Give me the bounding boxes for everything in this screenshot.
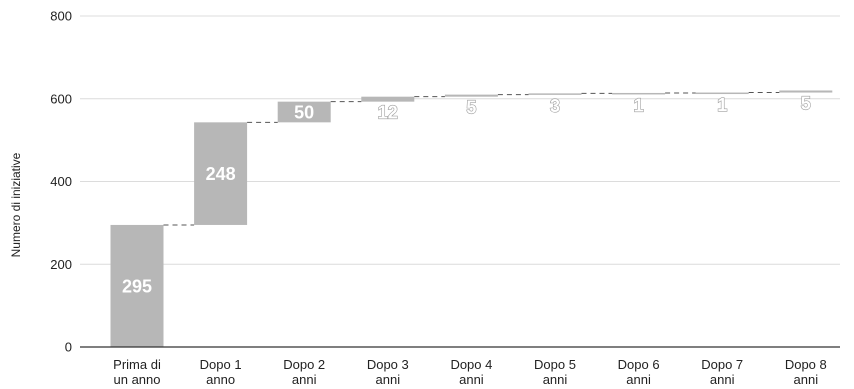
x-tick-label: Dopo 7 — [701, 357, 743, 372]
y-axis-ticks: 0 200 400 600 800 — [50, 9, 72, 355]
y-tick-label: 800 — [50, 9, 72, 24]
x-tick-label: Dopo 2 — [283, 357, 325, 372]
x-tick-label: Dopo 5 — [534, 357, 576, 372]
x-tick-label: Prima di — [113, 357, 161, 372]
data-label: 5 — [466, 98, 476, 118]
data-labels: 295 248 50 12 5 3 1 1 5 — [122, 93, 811, 297]
y-tick-label: 0 — [65, 340, 72, 355]
data-label: 1 — [634, 95, 644, 115]
bar — [779, 90, 833, 93]
data-label: 5 — [801, 94, 811, 114]
x-tick-label: anni — [376, 372, 401, 387]
y-tick-label: 200 — [50, 257, 72, 272]
x-tick-label: Dopo 3 — [367, 357, 409, 372]
x-tick-label: anni — [543, 372, 568, 387]
x-tick-label: Dopo 6 — [618, 357, 660, 372]
x-tick-label: anno — [206, 372, 235, 387]
x-tick-label: anni — [710, 372, 735, 387]
x-tick-label: anni — [794, 372, 819, 387]
bar — [528, 93, 582, 95]
x-tick-label: un anno — [114, 372, 161, 387]
data-label: 1 — [717, 95, 727, 115]
y-tick-label: 600 — [50, 91, 72, 106]
x-tick-label: anni — [292, 372, 317, 387]
data-label: 12 — [378, 103, 398, 123]
data-label: 248 — [206, 164, 236, 184]
data-label: 3 — [550, 96, 560, 116]
bar — [612, 92, 666, 95]
y-axis-label: Numero di iniziative — [9, 152, 23, 257]
y-tick-label: 400 — [50, 174, 72, 189]
bar — [361, 96, 415, 102]
x-tick-label: anni — [626, 372, 651, 387]
bar — [194, 122, 248, 225]
data-label: 50 — [294, 102, 314, 122]
bar — [277, 101, 331, 123]
x-tick-label: anni — [459, 372, 484, 387]
bar — [110, 224, 164, 347]
data-label: 295 — [122, 276, 152, 296]
x-tick-label: Dopo 8 — [785, 357, 827, 372]
grid-lines — [80, 15, 840, 265]
bar — [695, 92, 749, 95]
bar — [444, 94, 498, 97]
x-tick-label: Dopo 4 — [450, 357, 492, 372]
bars — [110, 90, 833, 347]
x-tick-label: Dopo 1 — [200, 357, 242, 372]
